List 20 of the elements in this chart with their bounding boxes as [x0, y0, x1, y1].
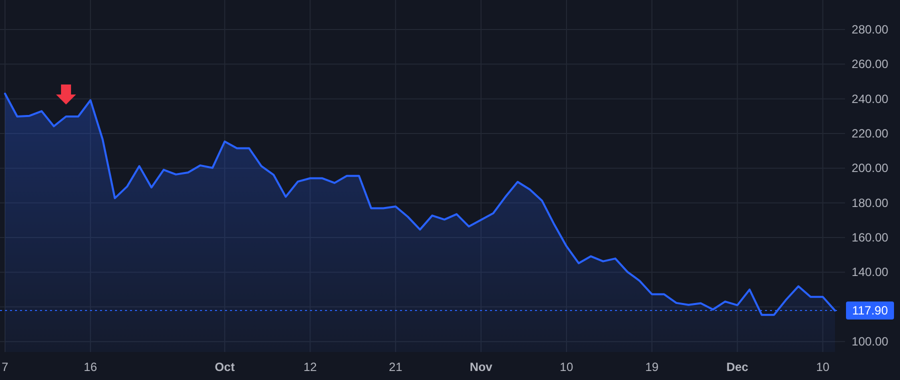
y-tick-label: 260.00 — [852, 57, 889, 72]
x-tick-label: Nov — [470, 360, 493, 374]
ref-line-label: 117.90 — [852, 304, 888, 318]
y-tick-label: 280.00 — [852, 22, 889, 36]
x-tick-label: 19 — [645, 360, 659, 374]
x-tick-label: 10 — [560, 360, 574, 374]
y-tick-label: 200.00 — [852, 161, 889, 176]
x-tick-label: 7 — [2, 360, 9, 374]
x-tick-label: Dec — [726, 360, 749, 374]
x-tick-label: 21 — [388, 360, 403, 374]
x-tick-label: 10 — [816, 360, 830, 374]
y-tick-label: 160.00 — [852, 230, 889, 245]
y-tick-label: 240.00 — [852, 92, 889, 106]
x-tick-label: 12 — [303, 360, 318, 374]
x-tick-label: 16 — [84, 360, 98, 374]
y-tick-label: 140.00 — [852, 265, 889, 280]
y-tick-label: 100.00 — [852, 334, 889, 349]
y-tick-label: 180.00 — [852, 196, 889, 210]
y-tick-label: 220.00 — [852, 126, 889, 141]
x-tick-label: Oct — [214, 360, 235, 374]
